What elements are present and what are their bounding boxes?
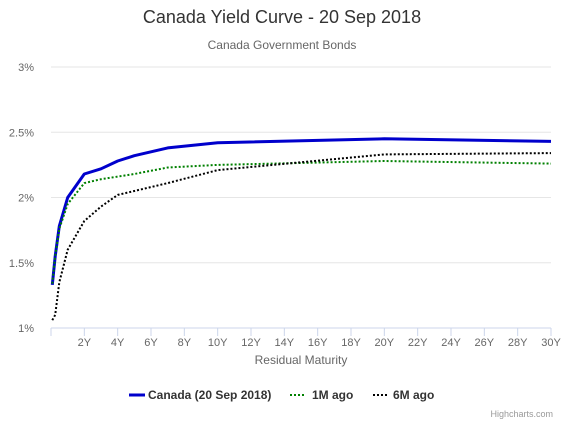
x-tick-label: 18Y <box>341 337 361 349</box>
x-tick-label: 22Y <box>408 337 428 349</box>
legend-item-2[interactable]: 6M ago <box>373 388 434 402</box>
x-axis-ticks: 2Y 4Y 6Y 8Y 10Y 12Y 14Y 16Y 18Y 20Y 22Y 24Y 26Y 28Y 30… <box>78 337 562 349</box>
y-axis-ticks: 1% 1.5% 2% 2.5% 3% <box>9 62 34 335</box>
y-tick-label: 1% <box>18 323 34 335</box>
x-tick-label: 14Y <box>275 337 295 349</box>
chart-subtitle: Canada Government Bonds <box>208 38 357 52</box>
y-tick-label: 1.5% <box>9 258 34 270</box>
x-tick-label: 24Y <box>441 337 461 349</box>
legend-label: 1M ago <box>312 388 353 402</box>
legend-label: Canada (20 Sep 2018) <box>148 388 271 402</box>
x-tick-label: 28Y <box>508 337 528 349</box>
legend-label: 6M ago <box>393 388 434 402</box>
y-tick-label: 2% <box>18 193 34 205</box>
x-tick-label: 16Y <box>308 337 328 349</box>
x-tick-label: 26Y <box>475 337 495 349</box>
series-lines <box>50 137 552 321</box>
x-tick-label: 30Y <box>541 337 561 349</box>
x-tick-label: 10Y <box>208 337 228 349</box>
gridlines <box>51 66 551 329</box>
x-tick-label: 12Y <box>241 337 261 349</box>
legend-item-1[interactable]: 1M ago <box>290 388 353 402</box>
x-axis <box>50 327 552 336</box>
y-tick-label: 3% <box>18 62 34 74</box>
series-line-1[interactable] <box>51 160 552 284</box>
x-tick-label: 8Y <box>178 337 192 349</box>
x-tick-label: 6Y <box>144 337 158 349</box>
chart-title: Canada Yield Curve - 20 Sep 2018 <box>143 7 421 27</box>
credits-link[interactable]: Highcharts.com <box>490 409 553 419</box>
legend-item-0[interactable]: Canada (20 Sep 2018) <box>129 388 271 402</box>
x-tick-label: 20Y <box>375 337 395 349</box>
legend: Canada (20 Sep 2018) 1M ago 6M ago <box>129 388 434 402</box>
x-axis-title: Residual Maturity <box>255 353 348 367</box>
x-tick-label: 4Y <box>111 337 125 349</box>
x-tick-label: 2Y <box>78 337 92 349</box>
y-tick-label: 2.5% <box>9 127 34 139</box>
series-line-2[interactable] <box>51 152 552 321</box>
